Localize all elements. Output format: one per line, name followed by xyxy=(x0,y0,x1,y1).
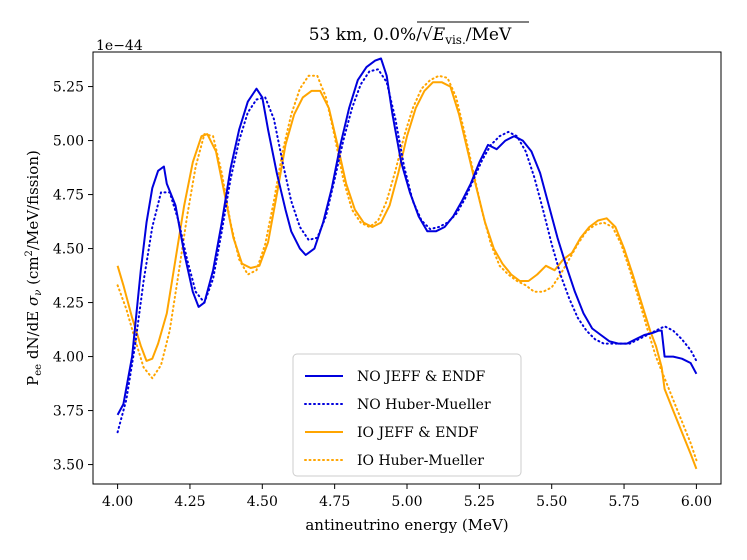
ylabel-sigma: σ xyxy=(24,295,42,306)
y-tick-label: 5.25 xyxy=(53,80,84,96)
y-axis-title: Pee dN/dE σν (cm2/MeV/fission) xyxy=(24,150,44,386)
legend-label: NO JEFF & ENDF xyxy=(357,369,485,385)
legend-label: IO JEFF & ENDF xyxy=(357,425,479,441)
ylabel-p: P xyxy=(24,376,42,386)
series-layer xyxy=(116,57,698,470)
legend-label: NO Huber-Mueller xyxy=(357,397,491,413)
x-tick-label: 5.25 xyxy=(464,494,495,510)
legend-label: IO Huber-Mueller xyxy=(357,453,484,469)
y-tick-label: 4.00 xyxy=(53,350,84,366)
ylabel-unit-open: (cm xyxy=(24,256,42,289)
y-tick-label: 4.50 xyxy=(53,242,84,258)
title-sub: vis. xyxy=(444,33,466,47)
title-suffix: /MeV xyxy=(466,25,512,45)
legend: NO JEFF & ENDF NO Huber-Mueller IO JEFF & … xyxy=(292,353,522,477)
ylabel-unit-close: /MeV/fission) xyxy=(24,150,42,250)
x-tick-label: 4.75 xyxy=(319,494,350,510)
title-e: E xyxy=(432,25,446,45)
x-tick-label: 4.25 xyxy=(174,494,205,510)
y-tick-label: 3.50 xyxy=(53,458,84,474)
title-prefix: 53 km, 0.0%/ xyxy=(309,25,422,45)
x-tick-label: 5.50 xyxy=(536,494,567,510)
ylabel-mid: dN/dE xyxy=(24,306,42,364)
x-tick-label: 4.00 xyxy=(102,494,133,510)
axis-ticks: 4.00 4.25 4.50 4.75 5.00 5.25 5.50 5.75 6.00 3.50… xyxy=(53,80,712,510)
plot-frame xyxy=(92,51,722,485)
y-tick-label: 4.25 xyxy=(53,296,84,312)
series-line-io-huber-mueller xyxy=(116,74,698,462)
offset-label: 1e−44 xyxy=(96,38,143,54)
y-tick-label: 5.00 xyxy=(53,134,84,150)
x-tick-label: 4.50 xyxy=(247,494,278,510)
chart-title: 53 km, 0.0%/√Evis./MeV xyxy=(309,25,512,47)
ylabel-p-sub: ee xyxy=(33,364,44,376)
series-line-no-jeff-endf xyxy=(116,57,698,416)
title-sqrt: √ xyxy=(422,25,433,45)
ylabel-sigma-sub: ν xyxy=(33,290,44,296)
x-tick-label: 5.00 xyxy=(391,494,422,510)
x-axis-title: antineutrino energy (MeV) xyxy=(305,516,508,534)
y-tick-label: 4.75 xyxy=(53,188,84,204)
ylabel-unit-sup: 2 xyxy=(24,250,35,256)
series-line-no-huber-mueller xyxy=(116,68,698,434)
x-tick-label: 6.00 xyxy=(681,494,712,510)
y-tick-label: 3.75 xyxy=(53,404,84,420)
legend-box xyxy=(292,353,522,477)
x-tick-label: 5.75 xyxy=(608,494,639,510)
